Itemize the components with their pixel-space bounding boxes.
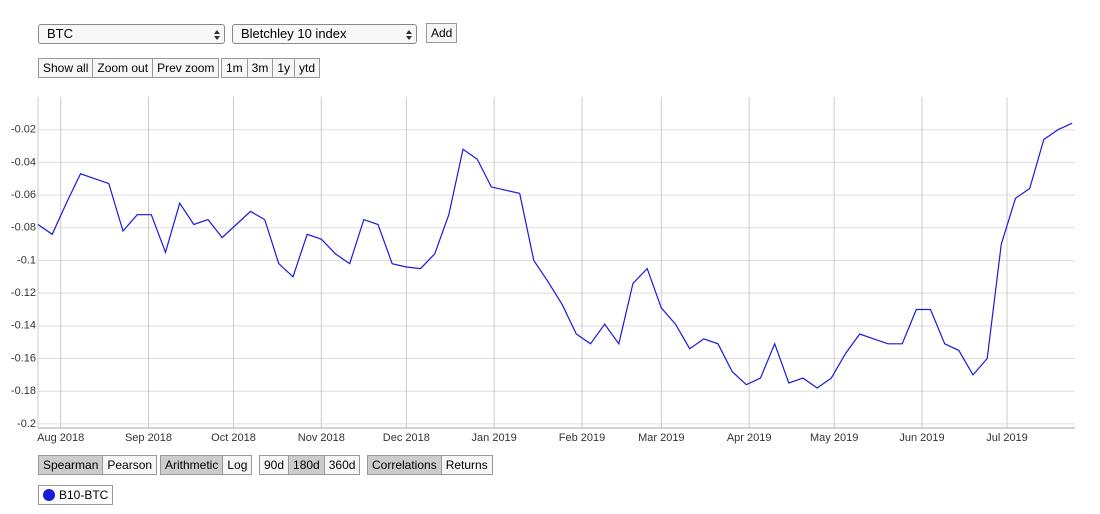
scale-button[interactable]: Log: [223, 456, 252, 474]
zoom-button[interactable]: Prev zoom: [153, 59, 219, 77]
method-buttons: Spearman Pearson: [38, 455, 158, 475]
x-tick-label: Apr 2019: [727, 432, 772, 444]
y-tick-label: -0.18: [11, 385, 36, 397]
index-select[interactable]: Bletchley 10 index: [232, 24, 417, 44]
y-tick-label: -0.16: [11, 352, 36, 364]
window-button[interactable]: 90d: [260, 456, 290, 474]
x-tick-label: Mar 2019: [638, 432, 684, 444]
select-arrows: [214, 30, 220, 40]
x-tick-label: Jul 2019: [986, 432, 1028, 444]
scale-buttons: Arithmetic Log: [160, 455, 253, 475]
add-button[interactable]: Add: [426, 23, 458, 43]
y-tick-label: -0.2: [17, 418, 36, 430]
x-tick-label: Nov 2018: [298, 432, 345, 444]
x-tick-label: May 2019: [810, 432, 858, 444]
y-tick-label: -0.02: [11, 124, 36, 136]
y-tick-label: -0.1: [17, 254, 36, 266]
legend-label: B10-BTC: [59, 488, 109, 502]
y-tick-label: -0.08: [11, 222, 36, 234]
y-tick-label: -0.04: [11, 156, 36, 168]
view-button[interactable]: Correlations: [368, 456, 442, 474]
range-button[interactable]: 3m: [247, 59, 274, 77]
x-tick-label: Feb 2019: [559, 432, 605, 444]
x-tick-label: Sep 2018: [125, 432, 172, 444]
range-button[interactable]: 1m: [222, 59, 248, 77]
view-button[interactable]: Returns: [441, 456, 492, 474]
select-arrows: [406, 30, 412, 40]
range-button[interactable]: ytd: [295, 59, 320, 77]
y-tick-label: -0.06: [11, 189, 36, 201]
index-select-text: Bletchley 10 index: [241, 26, 347, 41]
legend-marker: [43, 489, 55, 501]
data-line: [37, 122, 1073, 389]
window-button[interactable]: 360d: [324, 456, 360, 474]
x-tick-label: Dec 2018: [383, 432, 430, 444]
zoom-button[interactable]: Show all: [39, 59, 94, 77]
legend-swatch: [43, 489, 55, 501]
scale-button[interactable]: Arithmetic: [161, 456, 224, 474]
y-tick-label: -0.12: [11, 287, 36, 299]
method-button[interactable]: Pearson: [103, 456, 157, 474]
legend[interactable]: B10-BTC: [38, 485, 114, 505]
asset-select[interactable]: BTC: [38, 24, 225, 44]
range-buttons: 1m 3m 1y ytd: [221, 58, 321, 78]
asset-select-text: BTC: [47, 26, 73, 41]
x-tick-label: Oct 2018: [211, 432, 256, 444]
zoom-buttons: Show all Zoom out Prev zoom: [38, 58, 220, 78]
x-tick-label: Jun 2019: [899, 432, 944, 444]
window-buttons: 90d 180d 360d: [259, 455, 361, 475]
zoom-button[interactable]: Zoom out: [93, 59, 154, 77]
x-tick-label: Aug 2018: [37, 432, 84, 444]
plot-area: [38, 97, 1075, 428]
y-tick-label: -0.14: [11, 320, 36, 332]
view-buttons: Correlations Returns: [367, 455, 493, 475]
window-button[interactable]: 180d: [289, 456, 325, 474]
range-button[interactable]: 1y: [273, 59, 296, 77]
method-button[interactable]: Spearman: [39, 456, 104, 474]
x-tick-label: Jan 2019: [472, 432, 517, 444]
